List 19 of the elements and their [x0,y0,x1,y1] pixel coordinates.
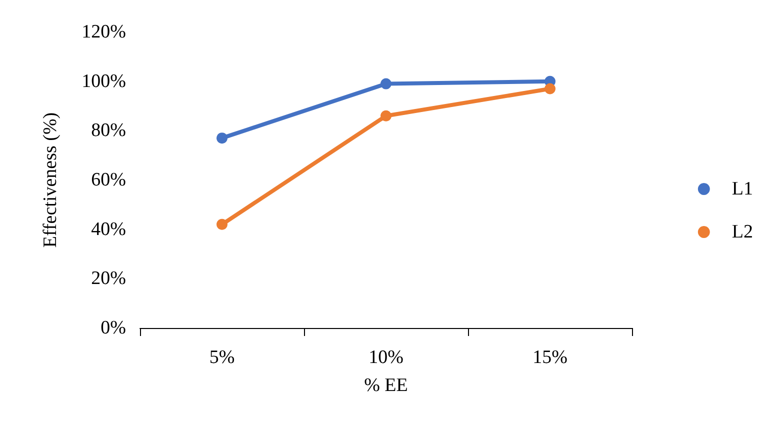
y-tick-label: 100% [82,70,126,92]
legend-label: L2 [732,222,754,242]
point [216,132,228,144]
x-axis-title: % EE [364,375,408,396]
point [544,83,556,94]
y-axis-title: Effectiveness (%) [40,112,61,248]
y-tick-label: 40% [91,218,126,240]
x-tick-label: 5% [209,347,235,368]
y-tick-label: 80% [91,120,126,142]
y-tick-label: 20% [91,268,126,290]
point [380,78,392,90]
point [216,218,228,230]
legend-label: L1 [732,178,754,200]
x-tick-label: 15% [532,347,568,368]
y-tick-label: 60% [91,170,126,190]
y-tick-label: 120% [82,22,126,42]
point [380,110,392,122]
y-tick-label: 0% [100,318,126,338]
x-tick-label: 10% [368,347,404,368]
